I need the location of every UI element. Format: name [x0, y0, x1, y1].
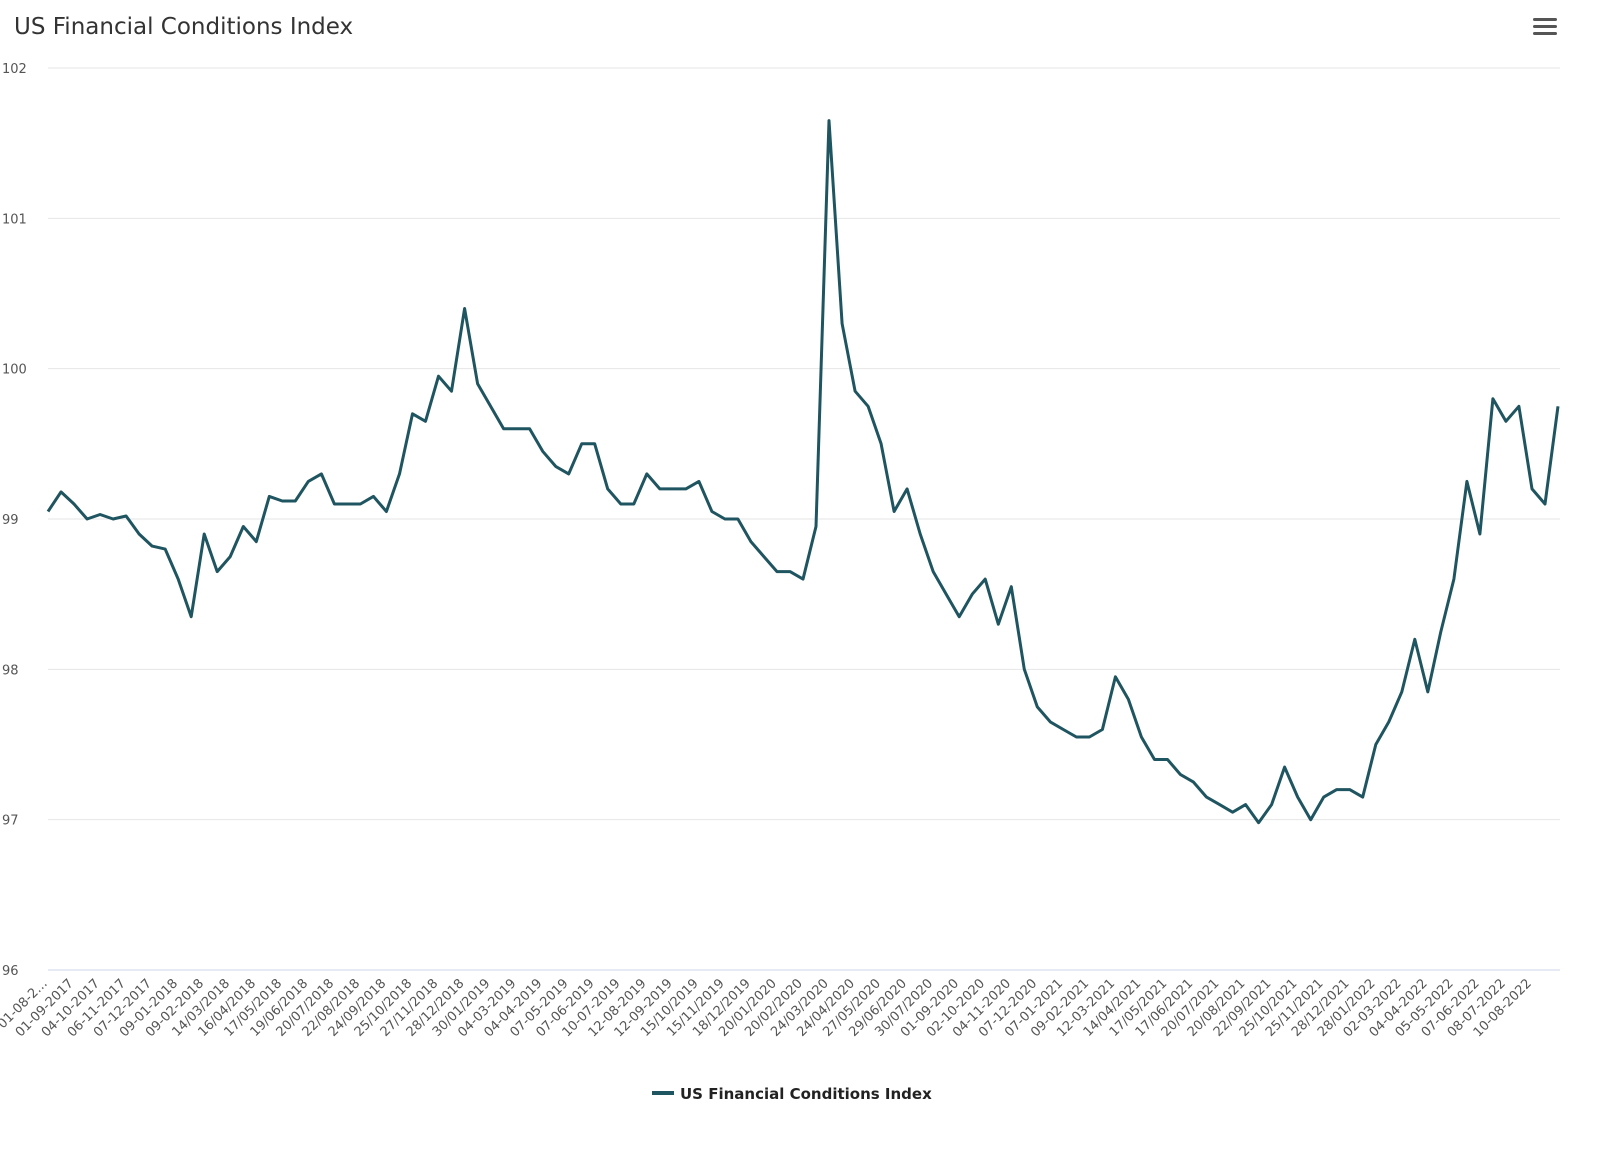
y-tick-label: 96 — [2, 964, 19, 979]
menu-bar — [1533, 32, 1557, 35]
menu-bar — [1533, 25, 1557, 28]
y-tick-label: 102 — [2, 62, 27, 77]
y-tick-label: 101 — [2, 212, 27, 227]
menu-bar — [1533, 18, 1557, 21]
legend-item[interactable]: US Financial Conditions Index — [652, 1085, 932, 1103]
chart-title: US Financial Conditions Index — [14, 14, 353, 40]
legend-label: US Financial Conditions Index — [680, 1085, 932, 1103]
menu-button[interactable] — [1533, 18, 1557, 35]
y-tick-label: 97 — [2, 814, 19, 829]
y-tick-label: 100 — [2, 363, 27, 378]
y-tick-label: 99 — [2, 513, 19, 528]
y-tick-label: 98 — [2, 663, 19, 678]
data-line — [46, 119, 1560, 825]
